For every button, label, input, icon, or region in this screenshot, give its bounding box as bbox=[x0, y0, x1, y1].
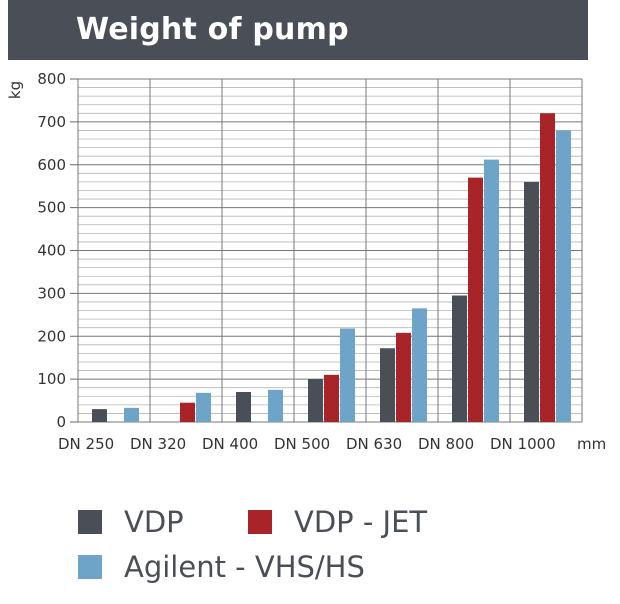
y-tick-label: 400 bbox=[37, 242, 66, 260]
axis-layer: 0 100 200 300 400 500 600 700 800 DN 250 DN 320 DN … bbox=[37, 70, 555, 453]
bar-vdp-dn-630 bbox=[380, 348, 395, 422]
title-bar: Weight of pump bbox=[8, 0, 588, 60]
bar-agilent-vhs-hs-dn-320 bbox=[196, 392, 211, 422]
bar-vdp-dn-250 bbox=[92, 409, 107, 422]
x-tick-label: DN 250 bbox=[58, 435, 114, 453]
legend-label-agilent: Agilent - VHS/HS bbox=[124, 550, 365, 584]
bar-agilent-vhs-hs-dn-800 bbox=[484, 159, 499, 423]
x-tick-label: DN 320 bbox=[130, 435, 186, 453]
bar-agilent-vhs-hs-dn-250 bbox=[124, 407, 139, 422]
x-tick-label: DN 630 bbox=[346, 435, 402, 453]
bar-vdp-dn-1000 bbox=[524, 181, 539, 422]
legend-swatch-agilent bbox=[78, 555, 102, 579]
y-tick-label: 100 bbox=[37, 370, 66, 388]
bar-agilent-vhs-hs-dn-400 bbox=[268, 389, 283, 422]
y-tick-label: 300 bbox=[37, 284, 66, 302]
legend-item-vdp-jet: VDP - JET bbox=[248, 505, 427, 539]
y-axis-label: kg bbox=[6, 81, 24, 99]
legend-label-vdp: VDP bbox=[124, 505, 184, 539]
legend-swatch-vdp bbox=[78, 510, 102, 534]
bar-agilent-vhs-hs-dn-500 bbox=[340, 328, 355, 422]
legend-item-vdp: VDP bbox=[78, 505, 184, 539]
x-axis-label: mm bbox=[577, 435, 606, 453]
grid-layer bbox=[77, 78, 583, 423]
x-tick-label: DN 800 bbox=[418, 435, 474, 453]
bars-layer bbox=[92, 113, 571, 423]
y-tick-label: 700 bbox=[37, 113, 66, 131]
y-tick-label: 600 bbox=[37, 156, 66, 174]
x-tick-label: DN 500 bbox=[274, 435, 330, 453]
legend-label-vdp-jet: VDP - JET bbox=[294, 505, 428, 539]
bar-vdp-jet-dn-1000 bbox=[540, 113, 555, 423]
bar-vdp-jet-dn-630 bbox=[396, 332, 411, 422]
bar-agilent-vhs-hs-dn-1000 bbox=[556, 130, 571, 422]
bar-vdp-dn-400 bbox=[236, 391, 251, 422]
legend-swatch-vdp-jet bbox=[248, 510, 272, 534]
x-tick-label: DN 400 bbox=[202, 435, 258, 453]
chart-title: Weight of pump bbox=[76, 12, 349, 47]
y-tick-label: 500 bbox=[37, 199, 66, 217]
y-tick-label: 0 bbox=[56, 413, 66, 431]
bar-vdp-jet-dn-500 bbox=[324, 374, 339, 422]
legend-item-agilent: Agilent - VHS/HS bbox=[78, 550, 365, 584]
bar-vdp-jet-dn-320 bbox=[180, 402, 195, 422]
bar-vdp-dn-800 bbox=[452, 295, 467, 422]
bar-vdp-jet-dn-800 bbox=[468, 177, 483, 422]
bar-agilent-vhs-hs-dn-630 bbox=[412, 308, 427, 422]
y-tick-label: 800 bbox=[37, 70, 66, 88]
x-tick-label: DN 1000 bbox=[490, 435, 556, 453]
bar-vdp-dn-500 bbox=[308, 379, 323, 422]
y-tick-label: 200 bbox=[37, 327, 66, 345]
